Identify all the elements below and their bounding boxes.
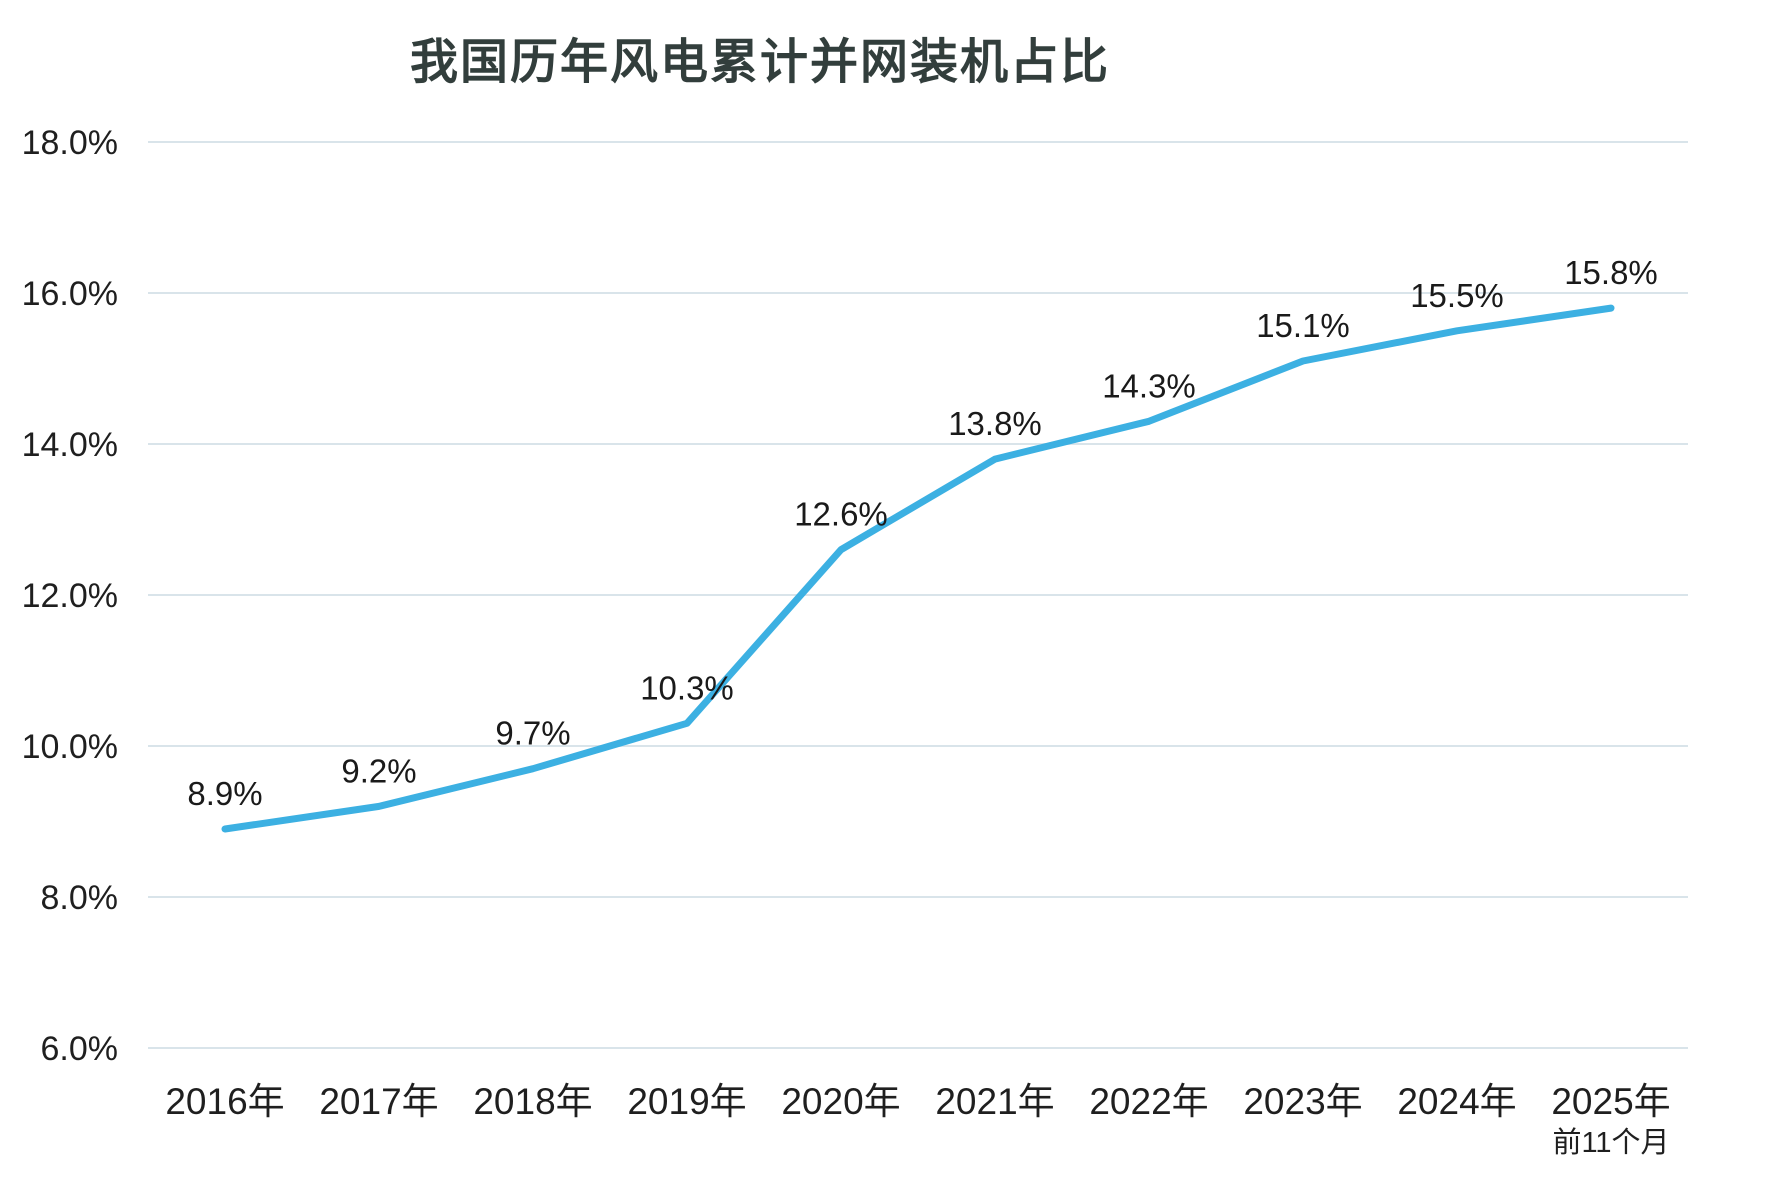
data-label: 9.7%	[495, 715, 570, 752]
data-label: 15.5%	[1410, 277, 1504, 314]
y-axis-tick-label: 14.0%	[22, 426, 118, 464]
x-axis-tick-label: 2017年	[319, 1081, 438, 1122]
y-axis-tick-label: 16.0%	[22, 275, 118, 313]
x-axis-tick-label: 2020年	[781, 1081, 900, 1122]
data-label: 14.3%	[1102, 367, 1196, 404]
x-axis-tick-label: 2019年	[627, 1081, 746, 1122]
y-axis-tick-label: 8.0%	[41, 879, 119, 917]
x-axis-note: 前11个月	[1552, 1126, 1669, 1159]
data-label: 9.2%	[341, 752, 416, 789]
data-label: 10.3%	[640, 669, 734, 706]
x-axis-tick-label: 2018年	[473, 1081, 592, 1122]
y-axis-tick-label: 12.0%	[22, 577, 118, 615]
data-label: 8.9%	[187, 775, 262, 812]
x-axis-tick-label: 2024年	[1397, 1081, 1516, 1122]
data-label: 12.6%	[794, 496, 888, 533]
data-label: 13.8%	[948, 405, 1042, 442]
data-label: 15.1%	[1256, 307, 1350, 344]
data-label: 15.8%	[1564, 254, 1658, 291]
y-axis-tick-label: 6.0%	[41, 1030, 119, 1068]
x-axis-tick-label: 2021年	[935, 1081, 1054, 1122]
x-axis-tick-label: 2023年	[1243, 1081, 1362, 1122]
x-axis-tick-label: 2025年	[1551, 1081, 1670, 1122]
y-axis-tick-label: 18.0%	[22, 124, 118, 162]
chart-title: 我国历年风电累计并网装机占比	[409, 36, 1110, 89]
y-axis-tick-label: 10.0%	[22, 728, 118, 766]
x-axis-tick-label: 2016年	[165, 1081, 284, 1122]
x-axis-tick-label: 2022年	[1089, 1081, 1208, 1122]
series-line	[221, 304, 1615, 833]
